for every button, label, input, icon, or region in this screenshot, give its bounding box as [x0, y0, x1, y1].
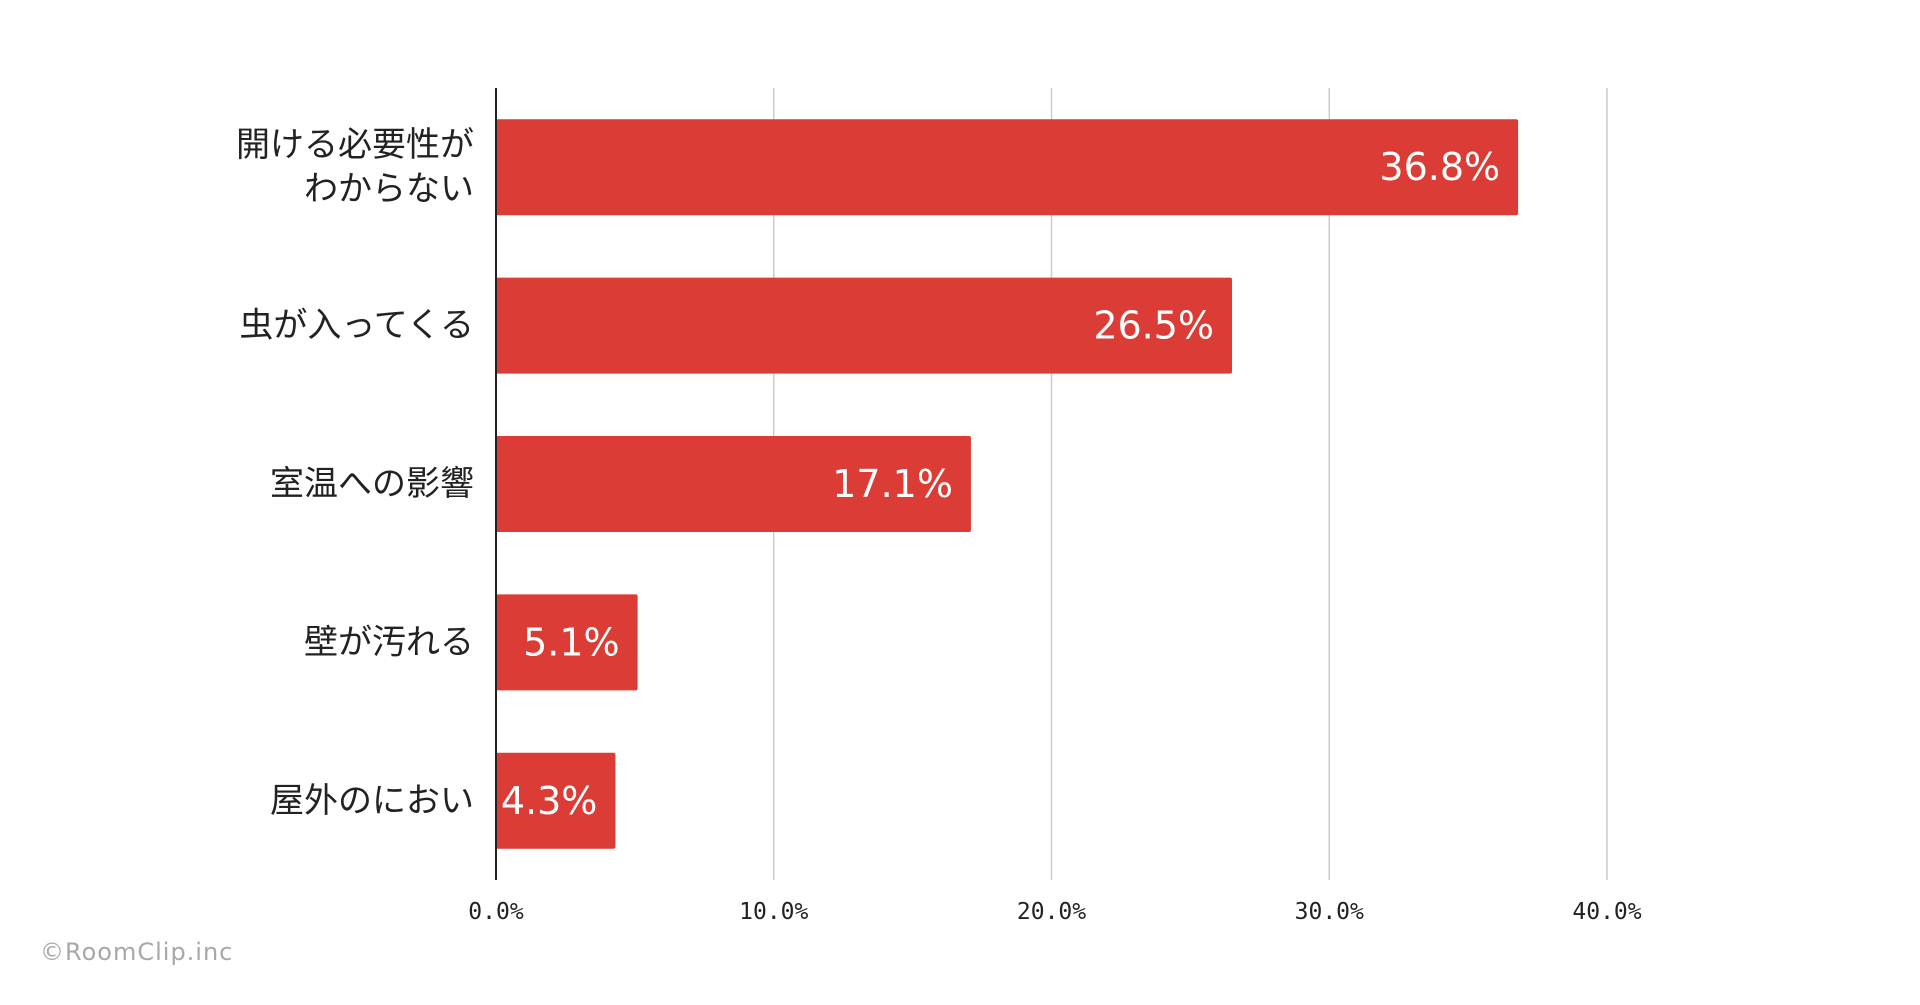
x-tick-label-1: 10.0% [739, 899, 808, 925]
x-tick-label-0: 0.0% [468, 899, 524, 925]
bar-value-label-1: 26.5% [1093, 304, 1214, 348]
bars [496, 119, 1519, 849]
x-tick-label-2: 20.0% [1017, 899, 1086, 925]
category-label-1: 虫が入ってくる [239, 306, 474, 346]
x-tick-label-4: 40.0% [1572, 899, 1641, 925]
bar-2 [496, 436, 971, 532]
bar-value-label-4: 4.3% [501, 779, 598, 823]
bar-value-label-3: 5.1% [523, 620, 620, 664]
bar-value-label-2: 17.1% [832, 462, 953, 506]
category-label-0-line-0: 開ける必要性が [236, 125, 474, 165]
copyright-text: ©RoomClip.inc [40, 938, 234, 966]
bar-4 [496, 752, 616, 849]
bar-1 [496, 277, 1233, 374]
category-label-4: 屋外のにおい [270, 781, 474, 821]
bar-3 [496, 594, 638, 691]
x-tick-label-3: 30.0% [1295, 899, 1364, 925]
category-label-2: 室温への影響 [270, 464, 474, 504]
category-label-3: 壁が汚れる [304, 622, 474, 662]
bar-0 [496, 119, 1519, 216]
category-label-0-line-1: わからない [304, 169, 474, 209]
bar-value-label-0: 36.8% [1379, 145, 1500, 189]
